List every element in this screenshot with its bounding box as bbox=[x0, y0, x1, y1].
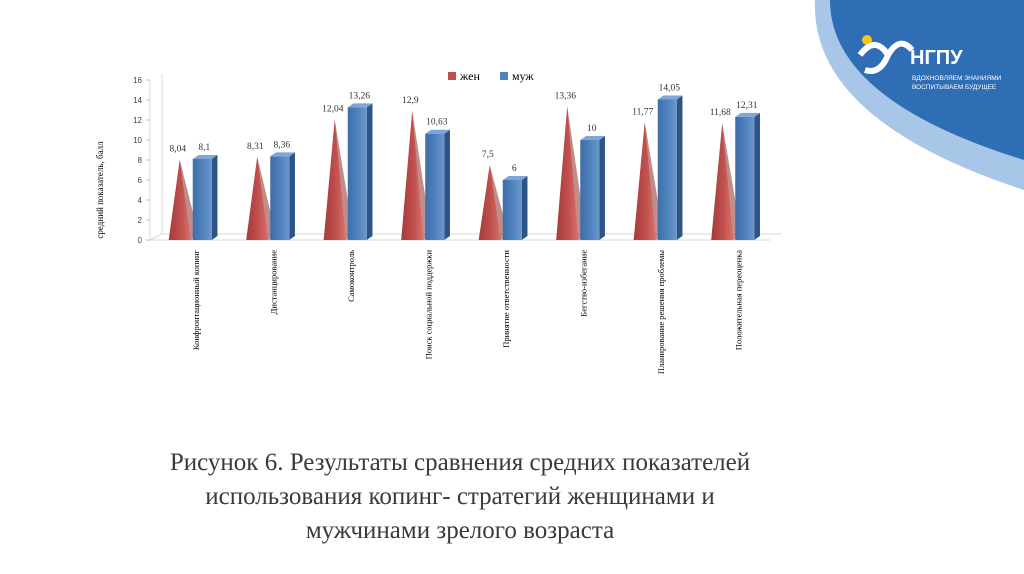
category-label: Планирование решения проблемы bbox=[656, 250, 666, 374]
y-tick-label: 12 bbox=[133, 116, 142, 125]
figure-caption: Рисунок 6. Результаты сравнения средних … bbox=[60, 446, 860, 548]
category-label: Конфронтационный копинг bbox=[191, 249, 201, 350]
bar-muzh bbox=[270, 156, 290, 240]
data-label-muzh: 10,63 bbox=[426, 118, 448, 128]
data-label-zhen: 11,68 bbox=[710, 108, 731, 118]
chart-category-labels: Конфронтационный копинг Дистанцирование Са… bbox=[191, 249, 744, 374]
legend-label-muzh: муж bbox=[512, 69, 534, 83]
logo-slogan-line1: ВДОХНОВЛЯЕМ ЗНАНИЯМИ bbox=[912, 75, 1002, 82]
bar-muzh-top bbox=[192, 155, 218, 159]
y-tick-label: 14 bbox=[133, 96, 142, 105]
data-label-zhen: 8,04 bbox=[169, 145, 186, 155]
bar-muzh-top bbox=[735, 112, 760, 117]
data-label-zhen: 13,36 bbox=[555, 91, 577, 101]
data-label-zhen: 12,04 bbox=[322, 105, 344, 115]
bar-muzh bbox=[192, 159, 212, 240]
category-label: Принятие ответственности bbox=[501, 250, 511, 348]
bar-zhen bbox=[401, 111, 424, 240]
y-tick-label: 8 bbox=[138, 156, 143, 165]
bar-muzh-side bbox=[444, 129, 450, 240]
chart-data-labels: 8,04 8,1 8,31 8,36 12,04 13,26 12,9 10,63 7,5 6 13… bbox=[169, 84, 757, 175]
bar-zhen bbox=[556, 106, 579, 241]
bar-muzh-top bbox=[347, 103, 373, 108]
y-tick-label: 0 bbox=[138, 236, 143, 245]
y-tick-label: 10 bbox=[133, 136, 142, 145]
caption-line-2: использования копинг- стратегий женщинам… bbox=[205, 483, 715, 510]
bar-muzh-side bbox=[676, 95, 683, 240]
data-label-muzh: 13,26 bbox=[349, 91, 371, 101]
y-tick-label: 2 bbox=[138, 216, 143, 225]
bar-muzh bbox=[657, 99, 677, 240]
logo-slogan-line2: ВОСПИТЫВАЕМ БУДУЩЕЕ bbox=[912, 84, 997, 91]
bar-muzh-side bbox=[521, 176, 528, 240]
logo-mark-swirl-2 bbox=[885, 40, 915, 57]
y-tick-label: 16 bbox=[133, 76, 142, 85]
bar-zhen bbox=[323, 119, 346, 240]
bar-zhen bbox=[168, 159, 191, 240]
data-label-zhen: 7,5 bbox=[482, 150, 494, 160]
data-label-muzh: 8,1 bbox=[198, 143, 210, 153]
data-label-muzh: 14,05 bbox=[659, 84, 681, 94]
caption-line-1: Рисунок 6. Результаты сравнения средних … bbox=[169, 449, 751, 476]
bar-zhen bbox=[711, 123, 734, 240]
bar-muzh-top bbox=[580, 136, 605, 140]
chart-axes: 0 2 4 6 8 10 12 14 16 bbox=[133, 74, 782, 245]
bar-muzh-side bbox=[366, 103, 373, 241]
bar-muzh-top bbox=[657, 95, 683, 100]
chart-bars bbox=[168, 95, 760, 241]
bar-muzh bbox=[580, 140, 600, 240]
bar-muzh-top bbox=[502, 176, 528, 180]
data-label-muzh: 10 bbox=[587, 124, 597, 134]
category-label: Бегство-избегание bbox=[578, 250, 588, 317]
data-label-muzh: 8,36 bbox=[273, 140, 290, 150]
bar-muzh bbox=[425, 133, 445, 240]
y-axis-title-group: средний показатель, балл bbox=[95, 141, 105, 239]
category-label: Поиск социальной поддержки bbox=[423, 250, 433, 360]
legend-swatch-muzh bbox=[500, 72, 508, 80]
legend-label-zhen: жен bbox=[459, 69, 480, 83]
logo-name: НГПУ bbox=[910, 47, 963, 69]
data-label-muzh: 12,31 bbox=[736, 101, 758, 111]
coping-strategies-chart: 0 2 4 6 8 10 12 14 16 средний показатель, балл ж… bbox=[95, 69, 782, 374]
bar-muzh-side bbox=[754, 112, 760, 240]
bar-muzh-top bbox=[270, 152, 295, 157]
bar-muzh-top bbox=[425, 129, 450, 134]
y-tick-label: 6 bbox=[138, 176, 143, 185]
bar-muzh bbox=[502, 180, 522, 240]
bar-muzh bbox=[347, 107, 367, 241]
logo-area: НГПУ ВДОХНОВЛЯЕМ ЗНАНИЯМИ ВОСПИТЫВАЕМ БУ… bbox=[760, 0, 1024, 200]
logo-mark-dot bbox=[862, 35, 872, 45]
legend-swatch-zhen bbox=[448, 72, 456, 80]
bar-zhen bbox=[633, 122, 656, 240]
logo-wave-dark bbox=[830, 0, 1024, 160]
category-label: Дистанцирование bbox=[268, 250, 278, 315]
bar-muzh-side bbox=[211, 155, 218, 240]
bar-zhen bbox=[478, 165, 501, 240]
y-axis-title: средний показатель, балл bbox=[95, 141, 105, 239]
bar-muzh bbox=[735, 116, 755, 240]
data-label-zhen: 11,77 bbox=[632, 107, 653, 117]
chart-legend: жен муж bbox=[448, 69, 534, 83]
logo-wave-graphic: НГПУ ВДОХНОВЛЯЕМ ЗНАНИЯМИ ВОСПИТЫВАЕМ БУ… bbox=[814, 0, 1024, 190]
y-tick-label: 4 bbox=[138, 196, 143, 205]
bar-muzh-side bbox=[289, 152, 295, 240]
data-label-zhen: 12,9 bbox=[402, 96, 419, 106]
category-label: Самоконтроль bbox=[346, 250, 356, 302]
floor-left-edge bbox=[149, 233, 163, 241]
data-label-zhen: 8,31 bbox=[247, 142, 264, 152]
caption-line-3: мужчинами зрелого возраста bbox=[305, 517, 615, 544]
category-label: Положительная переоценка bbox=[733, 250, 743, 350]
bar-zhen bbox=[246, 156, 269, 240]
data-label-muzh: 6 bbox=[512, 164, 517, 174]
bar-muzh-side bbox=[599, 136, 605, 240]
